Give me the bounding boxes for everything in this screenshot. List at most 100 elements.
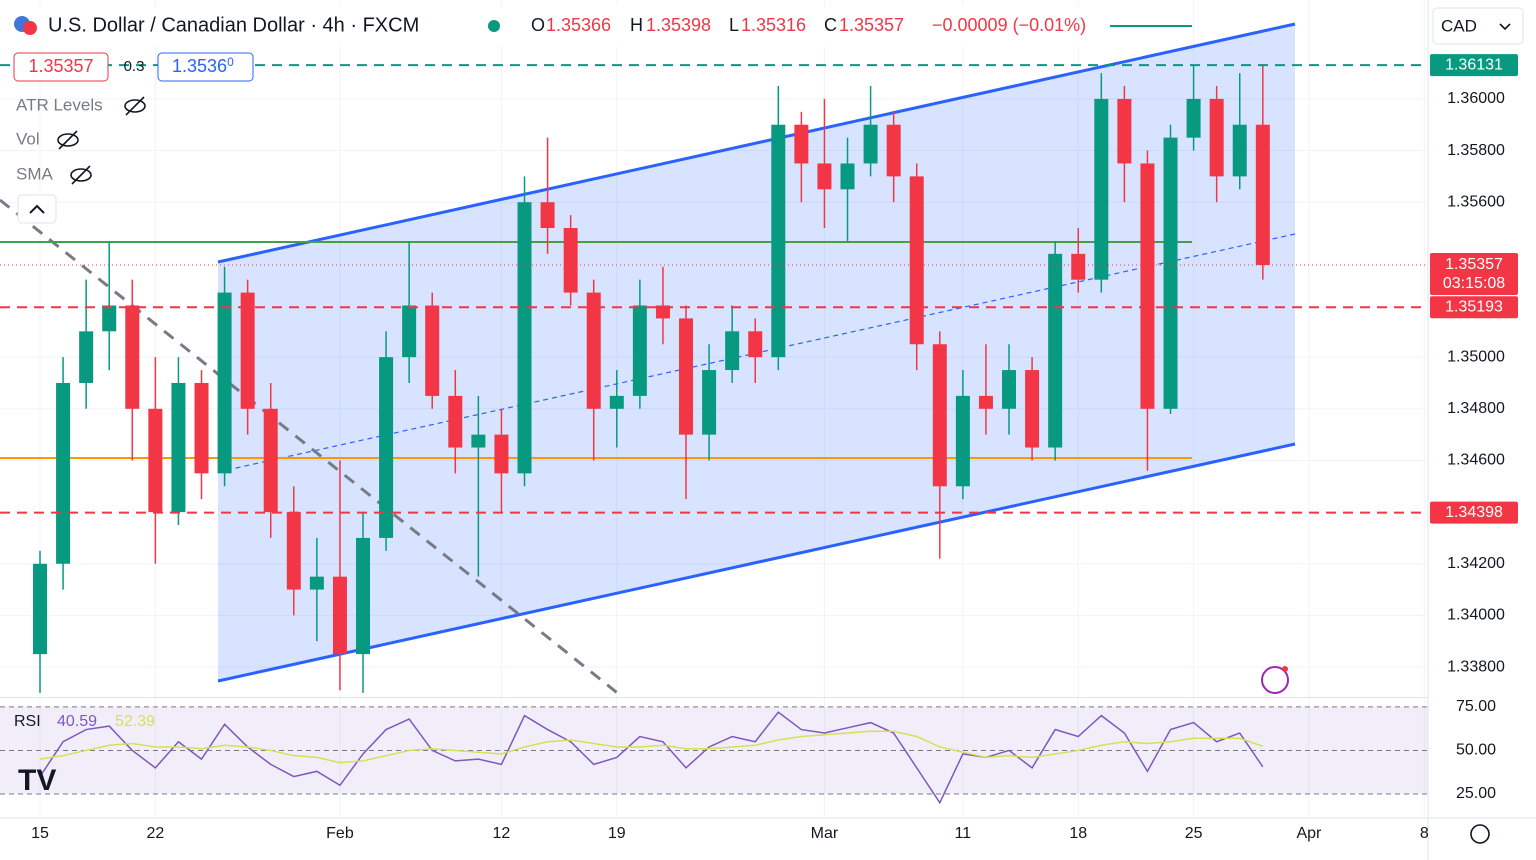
price-tag — [1430, 501, 1518, 524]
candle-body — [1140, 163, 1155, 409]
collapse-button[interactable] — [17, 194, 57, 224]
y-tick-label: 1.36000 — [1447, 90, 1505, 107]
ohlc-key: C — [824, 15, 837, 35]
last-price-tag — [1430, 252, 1518, 295]
candle-body — [148, 408, 163, 513]
eye-slash — [125, 96, 145, 116]
x-tick-label: 15 — [31, 825, 49, 842]
candle-body — [425, 305, 440, 396]
candle-body — [56, 382, 71, 564]
candle-body — [955, 395, 970, 487]
candle-body — [448, 395, 463, 448]
settings-icon[interactable] — [1470, 824, 1490, 844]
price-tag — [1430, 54, 1518, 77]
candle-body — [540, 202, 555, 229]
logo: TV — [18, 764, 56, 797]
bid[interactable]: 1.35357 — [28, 56, 93, 76]
x-tick-label: 18 — [1069, 825, 1087, 842]
candle-body — [1163, 137, 1178, 409]
currency[interactable]: CAD — [1441, 16, 1477, 35]
eye-icon[interactable] — [70, 168, 92, 182]
candle-body — [240, 292, 255, 409]
candle-body — [586, 292, 601, 409]
y-tick-label: 1.34200 — [1447, 555, 1505, 572]
price-tag-label: 1.36131 — [1445, 56, 1503, 73]
header-bg — [0, 6, 1110, 46]
indicator-label[interactable]: ATR Levels — [16, 95, 103, 114]
candle-body — [609, 395, 624, 409]
y-tick-label: 25.00 — [1456, 785, 1496, 802]
candle-body — [379, 357, 394, 538]
pane-separator — [0, 697, 1428, 698]
countdown: 03:15:08 — [1443, 275, 1505, 292]
candle-body — [771, 124, 786, 358]
y-tick-label: 50.00 — [1456, 742, 1496, 759]
candle-body — [1094, 98, 1109, 280]
hidden-icons — [57, 96, 146, 185]
rsi-value: 40.59 — [57, 713, 97, 730]
y-tick-label: 1.34000 — [1447, 607, 1505, 624]
x-tick-label: Apr — [1296, 825, 1322, 842]
header: U.S. Dollar / Canadian Dollar · 4h · FXC… — [0, 6, 1524, 844]
buy-button[interactable] — [157, 52, 254, 82]
candle-body — [1048, 253, 1063, 448]
candle-body — [679, 318, 694, 435]
ohlc-key: H — [630, 15, 643, 35]
eye-icon[interactable] — [57, 133, 79, 147]
flash-icon[interactable] — [1261, 666, 1289, 694]
candle-body — [863, 124, 878, 164]
candle-body — [286, 512, 301, 590]
candle-body — [725, 331, 740, 371]
x-tick-label: 8 — [1420, 825, 1429, 842]
y-tick-label: 1.34600 — [1447, 452, 1505, 469]
candle-body — [563, 228, 578, 293]
spread: 0.3 — [124, 58, 145, 75]
channel-upper — [217, 22, 1296, 264]
ohlc-value: 1.35366 — [546, 15, 611, 35]
price-tag — [1430, 296, 1518, 319]
x-tick-label: 19 — [608, 825, 626, 842]
symbol[interactable]: U.S. Dollar / Canadian Dollar · 4h · FXC… — [48, 14, 419, 36]
y-tick-label: 1.33800 — [1447, 658, 1505, 675]
pane-title: RSI — [14, 713, 41, 730]
x-tick-label: 11 — [955, 825, 972, 842]
status-dot — [488, 20, 500, 32]
candle-body — [79, 331, 94, 383]
indicator-label[interactable]: Vol — [16, 129, 40, 148]
candle-body — [702, 370, 717, 435]
candle-body — [655, 305, 670, 319]
candle-body — [309, 576, 324, 590]
chevron — [29, 204, 45, 214]
y-tick-label: 1.35000 — [1447, 348, 1505, 365]
rsi-line — [39, 730, 1264, 764]
candle-body — [1117, 98, 1132, 164]
price-axis — [1428, 0, 1536, 860]
chevron — [1499, 23, 1511, 31]
ask[interactable]: 1.35360 — [172, 55, 234, 76]
rsi-line — [39, 711, 1264, 805]
indicator-label[interactable]: SMA — [16, 164, 54, 183]
candle-body — [402, 305, 417, 358]
rsi-pane: RSI 40.59 52.39 — [0, 706, 1428, 805]
candle-body — [471, 434, 486, 448]
candle-body — [932, 344, 947, 487]
ask-main: 1.3536 — [172, 56, 227, 76]
y-tick-label: 1.34800 — [1447, 400, 1505, 417]
rsi-value: 52.39 — [115, 713, 155, 730]
candle-body — [33, 563, 48, 655]
price-tag-label: 1.35193 — [1445, 299, 1503, 316]
currency-select[interactable] — [1432, 7, 1524, 45]
candle-body — [748, 331, 763, 358]
candle-body — [263, 408, 278, 513]
candle-body — [171, 382, 186, 513]
candle-body — [794, 124, 809, 164]
change: −0.00009 (−0.01%) — [932, 15, 1086, 35]
candle-body — [494, 434, 509, 474]
eye-slash — [71, 165, 91, 185]
candle-body — [1232, 124, 1247, 177]
eye-icon[interactable] — [124, 99, 146, 113]
sell-button[interactable] — [13, 52, 109, 82]
x-tick-label: 22 — [146, 825, 164, 842]
